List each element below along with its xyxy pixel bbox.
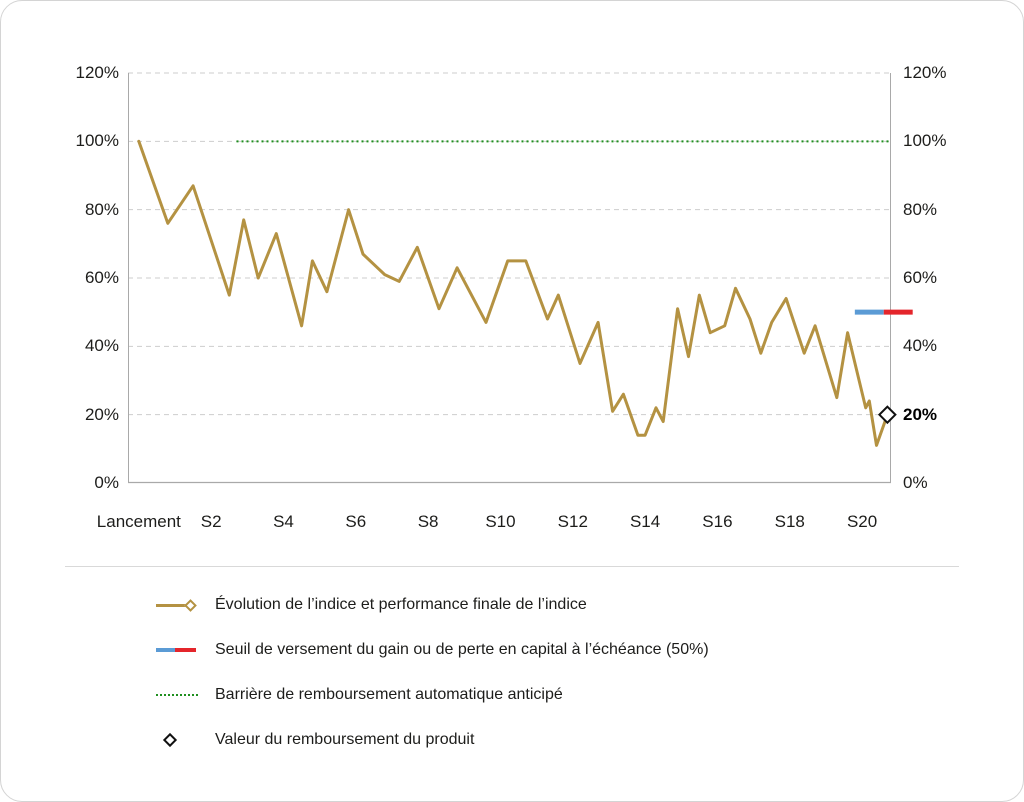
legend-item-threshold: Seuil de versement du gain ou de perte e… [156,635,709,665]
y-tick-label: 120% [75,63,119,82]
legend-item-barrier: Barrière de remboursement automatique an… [156,680,709,710]
y-tick-label: 60% [903,268,938,287]
y-tick-label: 0% [94,473,119,492]
index-line-icon [156,603,188,607]
index-diamond-icon [184,598,197,612]
final-value-diamond [877,405,897,425]
x-tick-label: S8 [417,512,439,531]
y-tick-label: 20% [84,404,119,424]
final-value-label: 20% [903,404,938,424]
index-line [137,139,889,447]
y-tick-label: 80% [903,199,938,219]
legend-label: Barrière de remboursement automatique an… [215,686,563,703]
y-tick-label: 100% [903,131,947,151]
x-tick-label: S18 [774,512,805,531]
y-tick-label: 120% [903,63,947,82]
x-tick-label: S6 [345,512,367,531]
product-value-diamond-icon [162,732,178,748]
x-tick-label: Lancement [96,512,181,531]
legend-label: Évolution de l’indice et performance fin… [215,596,587,613]
x-tick-label: S14 [629,512,661,531]
y-tick-label: 100% [75,131,119,151]
y-tick-label: 0% [903,473,928,492]
legend-item-product-value: Valeur du remboursement du produit [156,725,709,755]
x-tick-label: S16 [702,512,733,531]
legend: Évolution de l’indice et performance fin… [156,590,709,770]
y-tick-label: 60% [84,268,119,287]
threshold-line-swatch [156,648,202,652]
product-value-swatch [156,732,202,748]
barrier-dotted-icon [156,694,198,696]
chart-svg [128,72,913,484]
y-tick-label: 40% [84,336,119,356]
x-tick-label: S20 [846,512,878,531]
x-tick-label: S10 [485,512,516,531]
index-line-swatch [156,598,202,612]
x-tick-label: S2 [200,512,222,531]
x-tick-label: S4 [273,512,294,531]
separator [65,566,959,567]
barrier-line-swatch [156,694,202,696]
plot-area [128,72,913,484]
threshold-blue-icon [156,648,175,652]
legend-label: Valeur du remboursement du produit [215,731,475,748]
x-tick-label: S12 [557,512,588,531]
legend-label: Seuil de versement du gain ou de perte e… [215,641,709,658]
legend-item-index: Évolution de l’indice et performance fin… [156,590,709,620]
threshold-red-icon [175,648,196,652]
y-tick-label: 80% [84,199,119,219]
y-tick-label: 40% [903,336,938,356]
